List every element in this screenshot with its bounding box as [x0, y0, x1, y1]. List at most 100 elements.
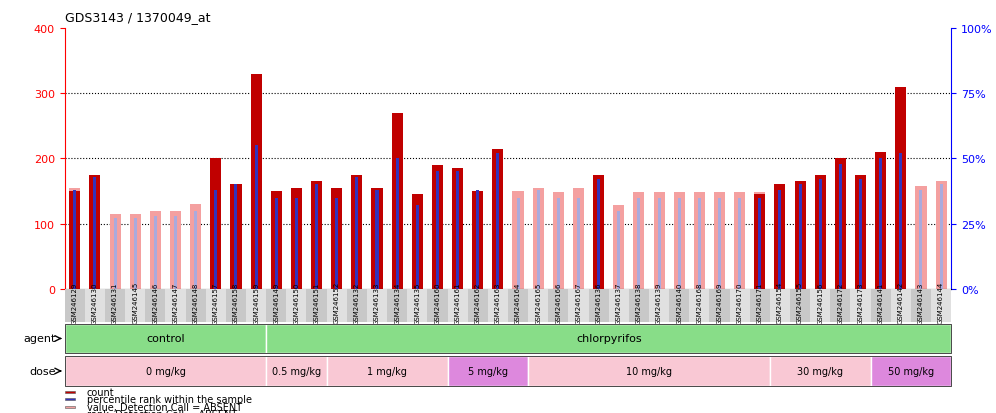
- Bar: [895, 88, 906, 289]
- Bar: [456, 180, 459, 289]
- Bar: [352, 175, 363, 289]
- Bar: [775, 188, 786, 289]
- Bar: [657, 198, 660, 289]
- Text: 10 mg/kg: 10 mg/kg: [625, 366, 672, 376]
- Bar: [915, 186, 926, 289]
- Bar: [129, 214, 140, 289]
- Bar: [758, 198, 761, 289]
- Bar: [472, 192, 483, 289]
- Bar: [271, 192, 282, 289]
- Bar: [210, 159, 221, 289]
- Bar: [275, 198, 278, 289]
- Bar: [452, 169, 463, 289]
- Bar: [899, 185, 902, 289]
- Bar: [819, 185, 822, 289]
- Bar: [125, 289, 145, 322]
- Bar: [415, 206, 418, 289]
- Bar: [411, 195, 423, 289]
- Bar: [372, 188, 382, 289]
- Bar: [569, 289, 589, 322]
- Bar: [637, 198, 640, 289]
- Bar: [890, 289, 911, 322]
- Bar: [311, 182, 322, 289]
- Bar: [210, 193, 221, 289]
- Bar: [589, 289, 609, 322]
- Bar: [206, 289, 226, 322]
- Bar: [673, 193, 684, 289]
- Bar: [775, 185, 786, 289]
- Bar: [332, 188, 343, 289]
- Bar: [94, 185, 97, 289]
- Bar: [472, 192, 483, 289]
- Bar: [391, 114, 402, 289]
- Bar: [835, 159, 846, 289]
- Bar: [90, 175, 101, 289]
- Text: agent: agent: [24, 334, 56, 344]
- Bar: [415, 216, 418, 289]
- Bar: [311, 188, 322, 289]
- Bar: [871, 289, 890, 322]
- Bar: [327, 356, 447, 386]
- Bar: [230, 185, 241, 289]
- Bar: [496, 154, 499, 289]
- Bar: [165, 289, 185, 322]
- Bar: [476, 198, 479, 289]
- Bar: [336, 206, 339, 289]
- Bar: [819, 180, 822, 289]
- Bar: [170, 211, 181, 289]
- Bar: [698, 198, 701, 289]
- Bar: [356, 190, 359, 289]
- Bar: [553, 193, 564, 289]
- Bar: [573, 188, 584, 289]
- Bar: [65, 289, 85, 322]
- Bar: [557, 198, 560, 289]
- Bar: [859, 180, 862, 289]
- Bar: [456, 172, 459, 289]
- Bar: [347, 289, 367, 322]
- Bar: [133, 219, 136, 289]
- Bar: [352, 186, 363, 289]
- Bar: [291, 193, 302, 289]
- Bar: [815, 175, 826, 289]
- Bar: [447, 289, 468, 322]
- Bar: [839, 164, 842, 289]
- Bar: [899, 154, 902, 289]
- Bar: [649, 289, 669, 322]
- Bar: [677, 198, 680, 289]
- Bar: [315, 190, 318, 289]
- Bar: [810, 289, 831, 322]
- Bar: [436, 172, 439, 289]
- Bar: [251, 74, 262, 289]
- Bar: [432, 175, 443, 289]
- Bar: [738, 198, 741, 289]
- Bar: [251, 193, 262, 289]
- Bar: [593, 175, 605, 289]
- Bar: [114, 219, 117, 289]
- Bar: [407, 289, 427, 322]
- Bar: [70, 188, 81, 289]
- Bar: [65, 406, 76, 408]
- Bar: [729, 289, 750, 322]
- Bar: [295, 198, 298, 289]
- Bar: [65, 391, 76, 393]
- Text: 5 mg/kg: 5 mg/kg: [468, 366, 508, 376]
- Bar: [528, 356, 770, 386]
- Bar: [356, 177, 359, 289]
- Bar: [815, 182, 826, 289]
- Bar: [436, 180, 439, 289]
- Bar: [799, 190, 802, 289]
- Bar: [375, 198, 378, 289]
- Bar: [598, 180, 601, 289]
- Bar: [190, 204, 201, 289]
- Text: control: control: [146, 334, 185, 344]
- Bar: [770, 289, 790, 322]
- Bar: [105, 289, 125, 322]
- Bar: [372, 193, 382, 289]
- Bar: [653, 193, 664, 289]
- Bar: [65, 356, 266, 386]
- Bar: [875, 175, 886, 289]
- Bar: [593, 186, 605, 289]
- Bar: [875, 152, 886, 289]
- Bar: [939, 185, 942, 289]
- Bar: [790, 289, 810, 322]
